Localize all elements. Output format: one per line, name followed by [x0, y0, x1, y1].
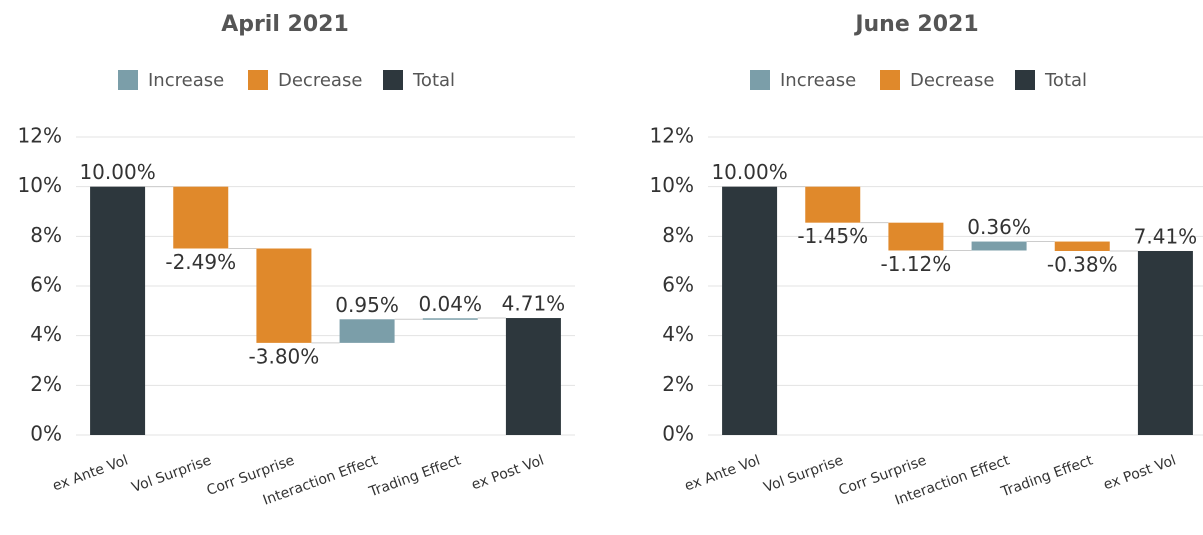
- y-tick-label: 8%: [662, 223, 694, 247]
- legend-swatch: [880, 70, 900, 90]
- value-label: -1.45%: [797, 224, 868, 248]
- bar: [173, 186, 229, 249]
- chart: April 2021 Increase Decrease Total 0% 2% 4% 6% 8…: [18, 12, 575, 509]
- x-tick-label: ex Ante Vol: [683, 452, 763, 494]
- y-tick-label: 0%: [662, 422, 694, 446]
- bar: [1054, 241, 1110, 251]
- x-tick-label: ex Post Vol: [1101, 452, 1178, 493]
- x-tick-label: Vol Surprise: [130, 452, 214, 496]
- legend-label: Total: [412, 70, 455, 91]
- value-label: 0.95%: [335, 293, 399, 317]
- value-label: 0.04%: [418, 292, 482, 316]
- y-tick-label: 4%: [662, 322, 694, 346]
- legend-label: Decrease: [910, 70, 994, 91]
- y-tick-label: 4%: [30, 322, 62, 346]
- value-label: 7.41%: [1134, 224, 1198, 248]
- value-label: -1.12%: [881, 252, 952, 276]
- y-tick-label: 2%: [662, 372, 694, 396]
- legend-label: Decrease: [278, 70, 362, 91]
- y-tick-label: 2%: [30, 372, 62, 396]
- value-label: 0.36%: [967, 215, 1031, 239]
- bar: [339, 319, 395, 343]
- bar: [805, 186, 861, 223]
- chart-title: June 2021: [853, 12, 978, 37]
- chart-title: April 2021: [221, 12, 349, 37]
- bar: [505, 318, 561, 435]
- legend-label: Total: [1044, 70, 1087, 91]
- legend-swatch: [118, 70, 138, 90]
- value-label: 10.00%: [79, 160, 155, 184]
- x-tick-label: Vol Surprise: [762, 452, 846, 496]
- bar: [722, 186, 778, 435]
- bar: [888, 222, 944, 251]
- value-label: -2.49%: [165, 250, 236, 274]
- value-label: 4.71%: [502, 292, 566, 316]
- y-tick-label: 0%: [30, 422, 62, 446]
- legend-swatch: [383, 70, 403, 90]
- y-tick-label: 12%: [18, 124, 62, 148]
- y-tick-label: 6%: [662, 273, 694, 297]
- bar: [256, 248, 312, 343]
- x-tick-label: Trading Effect: [366, 452, 463, 500]
- x-tick-label: ex Ante Vol: [51, 452, 131, 494]
- y-tick-label: 8%: [30, 223, 62, 247]
- chart: June 2021 Increase Decrease Total 0% 2% 4% 6% 8%…: [650, 12, 1203, 509]
- x-tick-label: Trading Effect: [998, 452, 1095, 500]
- value-label: 10.00%: [711, 160, 787, 184]
- legend-swatch: [750, 70, 770, 90]
- bar: [1137, 250, 1193, 435]
- legend-swatch: [248, 70, 268, 90]
- legend-swatch: [1015, 70, 1035, 90]
- legend-label: Increase: [780, 70, 856, 91]
- y-tick-label: 12%: [650, 124, 694, 148]
- y-tick-label: 10%: [650, 173, 694, 197]
- legend-label: Increase: [148, 70, 224, 91]
- bar: [90, 186, 146, 435]
- bar: [971, 241, 1027, 251]
- x-tick-label: ex Post Vol: [469, 452, 546, 493]
- y-tick-label: 6%: [30, 273, 62, 297]
- bar: [422, 318, 478, 320]
- value-label: -3.80%: [249, 344, 320, 368]
- value-label: -0.38%: [1047, 252, 1118, 276]
- y-tick-label: 10%: [18, 173, 62, 197]
